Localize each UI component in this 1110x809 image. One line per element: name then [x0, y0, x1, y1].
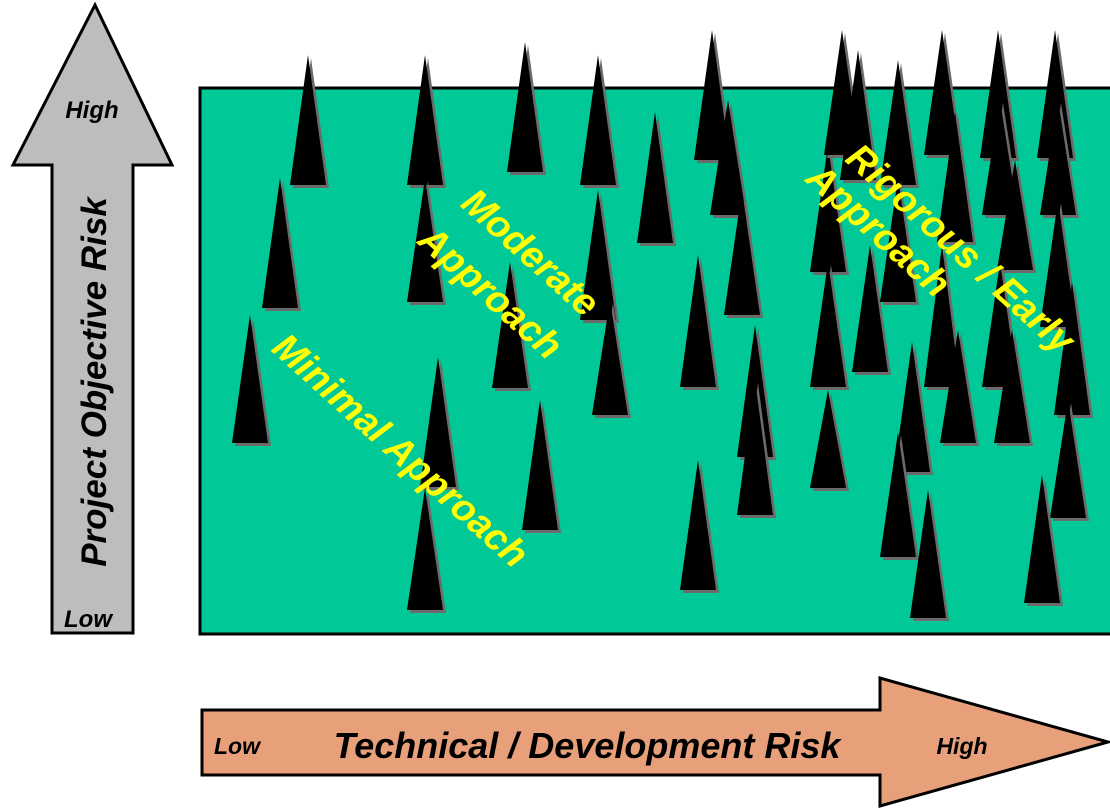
risk-spike	[810, 390, 846, 488]
risk-spike	[910, 490, 946, 618]
risk-spike	[997, 160, 1033, 270]
risk-spike	[880, 178, 916, 302]
risk-spike	[580, 55, 616, 185]
risk-spike	[880, 432, 916, 557]
risk-spike	[407, 55, 443, 185]
spike-field	[232, 30, 1093, 621]
risk-spike	[407, 488, 443, 610]
y-axis-high-label: High	[65, 97, 118, 124]
risk-spike	[637, 112, 673, 243]
risk-spike	[507, 42, 543, 172]
risk-spike	[880, 60, 916, 185]
risk-spike	[522, 400, 558, 530]
x-axis-arrow-shape	[200, 676, 1110, 808]
risk-spike	[937, 112, 973, 242]
risk-spike	[407, 178, 443, 302]
x-axis-arrow: Low Technical / Development Risk High	[200, 676, 1110, 808]
risk-spike	[492, 262, 528, 388]
risk-spike	[1054, 282, 1090, 415]
x-axis-low-label: Low	[214, 733, 262, 759]
risk-spike	[737, 380, 773, 515]
risk-spike	[262, 178, 298, 308]
y-axis-title: Project Objective Risk	[75, 196, 114, 567]
risk-spike	[710, 100, 746, 215]
risk-spike	[840, 50, 876, 180]
y-axis-low-label: Low	[64, 606, 113, 633]
risk-spike	[1040, 100, 1076, 215]
risk-spike	[924, 30, 960, 155]
risk-spike	[290, 55, 326, 185]
risk-spike	[680, 460, 716, 590]
risk-spike	[694, 30, 730, 160]
risk-spike	[1040, 200, 1076, 327]
risk-spike	[924, 245, 960, 387]
x-axis-title: Technical / Development Risk	[334, 725, 843, 766]
risk-spike	[894, 342, 930, 472]
risk-spike	[940, 330, 976, 443]
risk-spike	[680, 255, 716, 387]
risk-spike	[420, 357, 456, 487]
risk-spike	[1024, 475, 1060, 603]
risk-spike	[592, 300, 628, 415]
risk-spike	[1050, 400, 1086, 518]
risk-spike	[852, 245, 888, 372]
risk-spike	[232, 315, 268, 443]
y-axis-arrow: High Project Objective Risk Low	[10, 1, 175, 635]
risk-spike	[580, 190, 616, 320]
risk-spike	[982, 100, 1018, 215]
risk-spike	[810, 262, 846, 387]
risk-spike	[810, 145, 846, 272]
risk-spike	[724, 190, 760, 315]
risk-spike	[994, 330, 1030, 443]
x-axis-high-label: High	[936, 733, 987, 759]
risk-spike	[980, 30, 1016, 158]
y-axis-arrow-shape	[10, 1, 175, 635]
